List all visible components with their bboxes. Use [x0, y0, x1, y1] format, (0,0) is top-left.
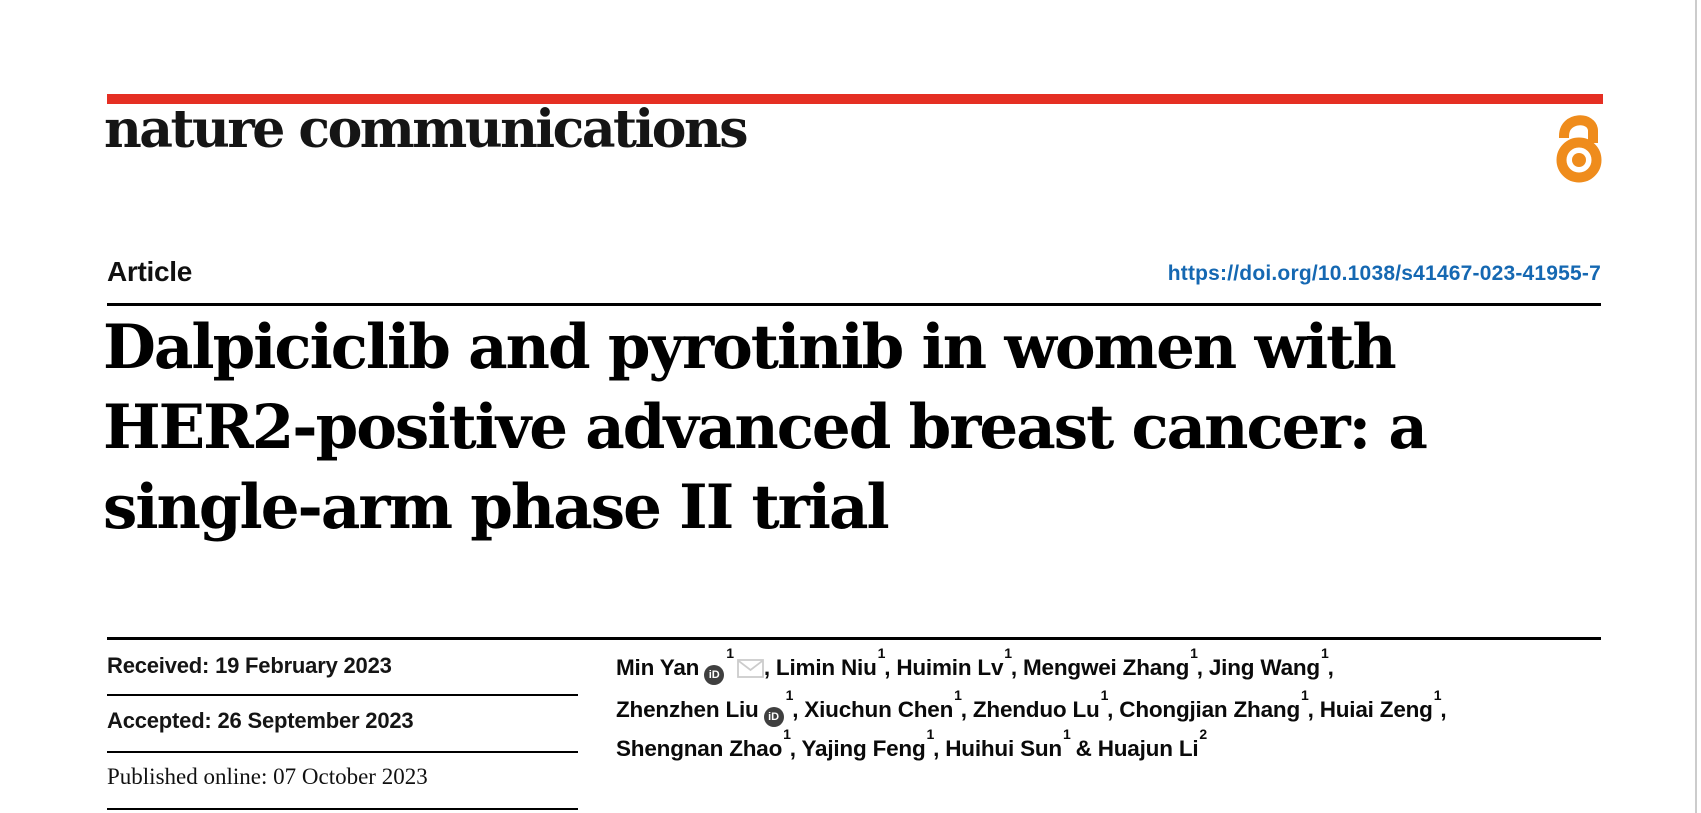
author-affiliation-superscript: 1	[785, 686, 794, 703]
author-name: Xiuchun Chen1	[804, 686, 962, 723]
author-affiliation-superscript: 1	[1100, 686, 1109, 703]
author-affiliation-superscript: 1	[1004, 644, 1012, 661]
author-affiliation-superscript: 1	[954, 686, 962, 703]
accepted-date: 26 September 2023	[217, 708, 414, 733]
article-title-line-1: Dalpiciclib and pyrotinib in women with	[103, 312, 1397, 383]
accepted-label: Accepted:	[107, 708, 212, 733]
author-name: Min Yan iD1	[616, 646, 764, 685]
author-affiliation-superscript: 1	[726, 644, 734, 661]
received-label: Received:	[107, 653, 210, 678]
author-name: Mengwei Zhang1	[1023, 644, 1198, 681]
author-name: Chongjian Zhang1	[1119, 686, 1309, 723]
email-icon	[736, 651, 764, 690]
published-date-row: Published online: 07 October 2023	[107, 764, 428, 790]
author-name: Jing Wang1	[1208, 644, 1329, 681]
author-affiliation-superscript: 1	[877, 644, 886, 661]
author-affiliation-superscript: 2	[1199, 725, 1208, 742]
received-date-row: Received: 19 February 2023	[107, 653, 392, 679]
orcid-icon: iD	[763, 707, 784, 727]
published-label: Published online:	[107, 764, 268, 789]
author-name: Huimin Lv1	[896, 644, 1012, 681]
author-name: Huajun Li2	[1097, 725, 1208, 762]
author-affiliation-superscript: 1	[1190, 644, 1198, 661]
page-edge-divider	[1695, 0, 1697, 813]
history-divider	[107, 808, 578, 810]
author-name: Yajing Feng1	[801, 725, 935, 762]
author-affiliation-superscript: 1	[1062, 725, 1071, 742]
published-date: 07 October 2023	[273, 764, 428, 789]
article-title-line-3: single-arm phase II trial	[103, 472, 890, 543]
article-title-line-2: HER2-positive advanced breast cancer: a	[103, 392, 1428, 463]
history-divider	[107, 751, 578, 753]
author-name: Huiai Zeng1	[1319, 686, 1442, 723]
metadata-rule	[107, 637, 1601, 640]
article-title: Dalpiciclib and pyrotinib in women with …	[103, 308, 1523, 548]
received-date: 19 February 2023	[215, 653, 392, 678]
author-list: Min Yan iD1, Limin Niu1, Huimin Lv1, Meng…	[616, 644, 1447, 762]
author-name: Zhenduo Lu1	[972, 686, 1109, 723]
author-affiliation-superscript: 1	[926, 725, 935, 742]
history-divider	[107, 694, 578, 696]
article-type-label: Article	[107, 256, 193, 287]
accepted-date-row: Accepted: 26 September 2023	[107, 708, 414, 734]
journal-logo: nature communications	[104, 99, 749, 160]
author-name: Limin Niu1	[775, 644, 886, 681]
author-name: Huihui Sun1	[945, 725, 1071, 762]
open-access-icon	[1556, 115, 1602, 183]
author-affiliation-superscript: 1	[1433, 686, 1442, 703]
orcid-icon: iD	[704, 665, 725, 685]
journal-brand-bar	[107, 94, 1603, 104]
author-name: Zhenzhen Liu iD1	[616, 688, 793, 727]
author-affiliation-superscript: 1	[783, 725, 791, 742]
author-name: Shengnan Zhao1	[616, 725, 791, 762]
author-affiliation-superscript: 1	[1320, 644, 1329, 661]
header-rule	[107, 303, 1601, 306]
doi-link[interactable]: https://doi.org/10.1038/s41467-023-41955…	[1167, 262, 1601, 285]
author-affiliation-superscript: 1	[1301, 686, 1309, 703]
